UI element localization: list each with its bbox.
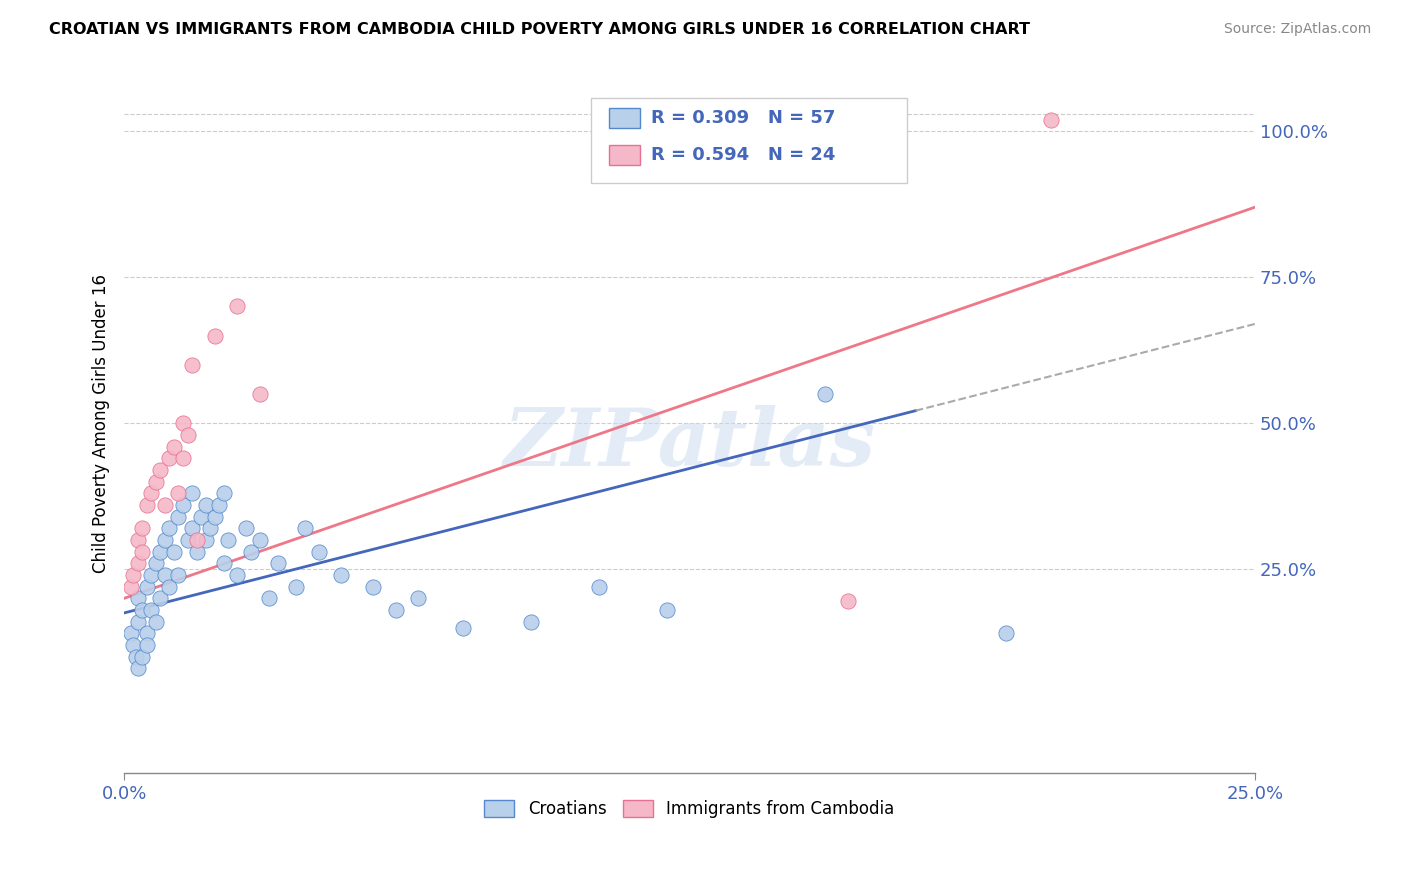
Point [141,603,163,617]
Point [172,451,194,466]
Point [194,498,217,512]
Point [453,620,475,634]
Text: R = 0.594   N = 24: R = 0.594 N = 24 [651,146,835,164]
Point [120,626,142,640]
Point [995,626,1018,640]
Point [163,440,186,454]
Point [198,521,221,535]
Point [308,544,330,558]
Point [159,521,181,535]
Point [149,463,172,477]
Point [194,533,217,547]
Point [208,498,231,512]
Point [167,509,190,524]
Point [145,475,167,489]
Point [294,521,316,535]
Point [127,591,149,606]
Point [131,521,153,535]
Point [226,300,249,314]
Point [135,626,157,640]
Point [122,568,145,582]
Point [131,603,153,617]
Point [655,603,678,617]
Point [285,580,308,594]
Point [520,615,543,629]
Point [384,603,406,617]
Point [186,533,208,547]
Point [120,580,142,594]
Point [212,556,235,570]
Point [837,594,859,608]
Point [167,486,190,500]
Point [149,544,172,558]
Point [257,591,280,606]
Point [406,591,429,606]
Text: R = 0.309   N = 57: R = 0.309 N = 57 [651,109,835,127]
Point [181,521,204,535]
Point [249,533,271,547]
Point [145,615,167,629]
Point [127,661,149,675]
Point [226,568,249,582]
Text: Source: ZipAtlas.com: Source: ZipAtlas.com [1223,22,1371,37]
Point [135,498,157,512]
Point [141,486,163,500]
Point [167,568,190,582]
Text: CROATIAN VS IMMIGRANTS FROM CAMBODIA CHILD POVERTY AMONG GIRLS UNDER 16 CORRELAT: CROATIAN VS IMMIGRANTS FROM CAMBODIA CHI… [49,22,1031,37]
Point [361,580,384,594]
Point [176,533,198,547]
Point [163,544,186,558]
Point [249,387,271,401]
Point [212,486,235,500]
Point [153,533,176,547]
Point [176,428,198,442]
Point [190,509,212,524]
Point [153,498,176,512]
Point [127,533,149,547]
Point [172,416,194,430]
Point [122,638,145,652]
Point [145,556,167,570]
Point [135,580,157,594]
Point [124,649,146,664]
Point [204,509,226,524]
Point [588,580,610,594]
Point [814,387,837,401]
Point [181,486,204,500]
Point [127,615,149,629]
Text: ZIPatlas: ZIPatlas [503,406,876,483]
Point [330,568,353,582]
Point [159,451,181,466]
Point [239,544,262,558]
Point [135,638,157,652]
Point [159,580,181,594]
Point [131,544,153,558]
Point [131,649,153,664]
Point [181,358,204,372]
Point [153,568,176,582]
Point [149,591,172,606]
Point [1040,112,1063,127]
Point [141,568,163,582]
Point [267,556,290,570]
Point [235,521,257,535]
Y-axis label: Child Poverty Among Girls Under 16: Child Poverty Among Girls Under 16 [93,274,110,573]
Point [217,533,239,547]
Point [204,328,226,343]
Point [186,544,208,558]
Point [172,498,194,512]
Point [127,556,149,570]
Legend: Croatians, Immigrants from Cambodia: Croatians, Immigrants from Cambodia [478,793,901,824]
